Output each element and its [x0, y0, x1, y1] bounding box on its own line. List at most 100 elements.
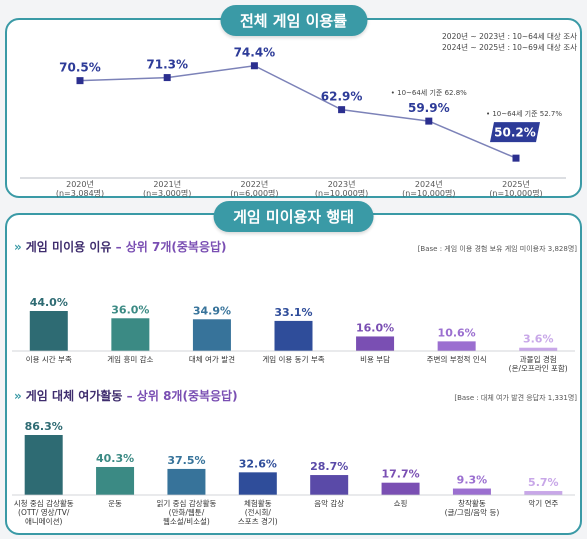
reasons-title-sub: – 상위 7개(중복응답) — [111, 240, 227, 254]
usage-rate-line-chart: 70.5% 2020년(n=3,084명) 71.3% 2021년(n=3,000명)… — [20, 46, 566, 198]
data-label: 44.0% — [30, 296, 68, 309]
x-tick-sublabel: (n=10,000명) — [489, 188, 542, 198]
x-tick-label: (OTT/ 영상/TV/ — [18, 507, 70, 517]
x-tick-label: 2020년 — [66, 179, 94, 189]
data-point — [425, 117, 433, 125]
bar — [452, 488, 491, 495]
series-line — [79, 64, 517, 159]
data-label: 32.6% — [239, 457, 277, 470]
data-label: 74.4% — [234, 46, 276, 60]
alternatives-title-sub: – 상위 8개(중복응답) — [122, 389, 238, 403]
highlight-value-box — [490, 122, 540, 143]
x-tick-label: 과몰입 경험 — [520, 354, 557, 364]
x-tick-label: 시청 중심 감상활동 — [14, 498, 74, 508]
bar — [356, 336, 395, 351]
alternatives-title: » 게임 대체 여가활동 – 상위 8개(중복응답) — [14, 387, 238, 404]
bar — [437, 341, 476, 351]
x-tick-label: 운동 — [108, 499, 122, 508]
data-label: 59.9% — [408, 101, 450, 115]
x-tick-label: 이용 시간 부족 — [26, 354, 72, 364]
x-tick-label: 게임 이용 동기 부족 — [262, 354, 324, 364]
reasons-bar-chart: 44.0% 이용 시간 부족 36.0% 게임 흥미 감소 34.9% 대체 여가 발견 3… — [12, 296, 575, 373]
survey-note-2: 2024년 ~ 2025년 : 10~69세 대상 조사 — [442, 43, 577, 52]
data-label: 33.1% — [274, 306, 312, 319]
x-tick-label: 2021년 — [153, 179, 181, 189]
data-label: 28.7% — [310, 460, 348, 473]
data-label: 86.3% — [25, 420, 63, 433]
survey-notes: 2020년 ~ 2023년 : 10~64세 대상 조사 2024년 ~ 202… — [442, 31, 577, 53]
alternatives-title-main: 게임 대체 여가활동 — [25, 389, 123, 403]
data-point — [163, 74, 171, 82]
bar — [167, 468, 206, 495]
data-label: 3.6% — [523, 333, 554, 346]
bar — [524, 491, 563, 495]
bar — [519, 347, 558, 351]
bar — [381, 482, 420, 495]
x-tick-label: 2022년 — [241, 179, 269, 189]
data-label: 5.7% — [528, 476, 559, 489]
chevron-right-icon: » — [14, 240, 22, 254]
x-tick-label: 악기 연주 — [528, 498, 558, 508]
x-tick-sublabel: (n=6,000명) — [230, 188, 278, 198]
x-tick-label: 읽기 중심 감상활동 — [156, 498, 216, 508]
alternatives-bar-chart: 86.3% 시청 중심 감상활동(OTT/ 영상/TV/애니메이션) 40.3% 운동… — [12, 420, 575, 526]
annotation-text: • 10~64세 기준 52.7% — [486, 109, 562, 118]
data-point — [512, 154, 520, 162]
x-tick-sublabel: (n=10,000명) — [402, 188, 455, 198]
x-tick-label: 대체 여가 발견 — [189, 354, 235, 364]
x-tick-label: 2024년 — [415, 179, 443, 189]
alternatives-base-note: [Base : 대체 여가 발견 응답자 1,331명] — [454, 394, 577, 402]
x-tick-sublabel: (n=10,000명) — [315, 188, 368, 198]
data-label: 40.3% — [96, 452, 134, 465]
chevron-right-icon: » — [14, 389, 22, 403]
bar — [29, 311, 68, 351]
bar — [96, 466, 135, 495]
x-tick-label: (전시회/ — [245, 507, 272, 517]
non-user-title: 게임 미이용자 행태 — [213, 201, 374, 232]
x-tick-label: 음악 감상 — [314, 498, 344, 508]
data-point — [250, 62, 258, 70]
usage-rate-title: 전체 게임 이용률 — [219, 5, 368, 36]
bar — [238, 472, 277, 495]
reasons-title: » 게임 미이용 이유 – 상위 7개(중복응답) — [14, 238, 227, 255]
bar — [111, 318, 150, 351]
x-tick-label: 게임 흥미 감소 — [107, 354, 153, 364]
bar — [274, 320, 313, 351]
x-tick-label: 스포츠 경기) — [238, 516, 278, 526]
bar — [192, 319, 231, 351]
data-point — [76, 77, 84, 85]
x-tick-label: 비용 부담 — [360, 354, 390, 364]
survey-note-1: 2020년 ~ 2023년 : 10~64세 대상 조사 — [442, 32, 577, 41]
data-label: 9.3% — [457, 474, 488, 487]
data-label: 10.6% — [438, 326, 476, 339]
x-tick-label: 2025년 — [502, 179, 530, 189]
bar — [310, 475, 349, 495]
data-label: 34.9% — [193, 304, 231, 317]
x-tick-label: 웹소설/비소설) — [163, 517, 210, 526]
data-label: 17.7% — [381, 468, 419, 481]
reasons-title-main: 게임 미이용 이유 — [25, 240, 112, 254]
data-label: 50.2% — [494, 126, 536, 140]
data-label: 62.9% — [321, 90, 363, 104]
x-tick-label: 주변의 부정적 인식 — [427, 354, 487, 364]
x-tick-label: 창작활동 — [458, 498, 486, 508]
x-tick-sublabel: (n=3,000명) — [143, 188, 191, 198]
data-label: 70.5% — [59, 61, 101, 75]
data-label: 36.0% — [111, 303, 149, 316]
x-tick-label: 체험활동 — [244, 498, 272, 508]
x-tick-label: 애니메이션) — [25, 516, 62, 526]
x-tick-sublabel: (n=3,084명) — [56, 188, 104, 198]
x-tick-label: (만화/웹툰/ — [169, 508, 205, 517]
x-tick-label: (글/그림/음악 등) — [445, 507, 500, 517]
reasons-base-note: [Base : 게임 이용 경험 보유 게임 미이용자 3,828명] — [417, 245, 577, 253]
x-tick-label: (온/오프라인 포함) — [509, 363, 568, 373]
x-tick-label: 쇼핑 — [394, 498, 408, 508]
data-label: 37.5% — [167, 454, 205, 467]
x-tick-label: 2023년 — [328, 179, 356, 189]
annotation-text: • 10~64세 기준 62.8% — [391, 88, 467, 97]
bar — [24, 435, 63, 495]
data-label: 16.0% — [356, 321, 394, 334]
usage-rate-panel — [5, 18, 582, 198]
data-point — [338, 106, 346, 114]
data-label: 71.3% — [146, 58, 188, 72]
